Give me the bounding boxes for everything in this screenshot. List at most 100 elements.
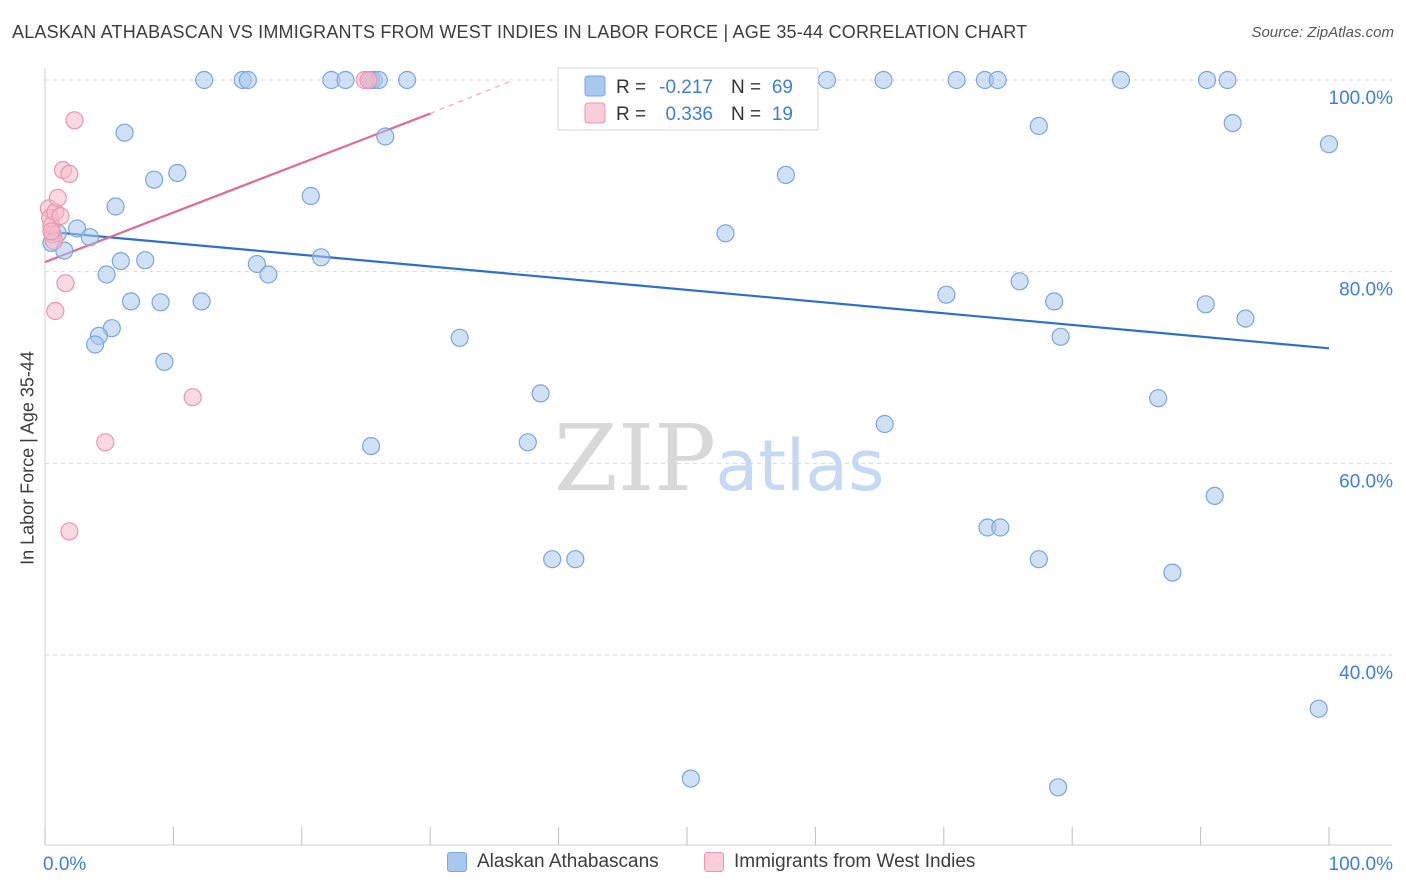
grid-lines	[45, 79, 1392, 656]
point-west-indies-9	[56, 274, 75, 293]
point-west-indies-15	[183, 388, 202, 407]
y-tick-label-40: 40.0%	[1339, 663, 1393, 684]
point-athabascan-52	[1010, 272, 1029, 291]
point-athabascan-27	[336, 70, 355, 90]
stats-r-value-pink: 0.336	[665, 104, 713, 125]
point-athabascan-38	[543, 550, 562, 569]
point-west-indies-10	[60, 164, 79, 183]
point-athabascan-43	[817, 70, 837, 90]
stats-r-label-pink: R =	[616, 104, 646, 125]
point-west-indies-18	[42, 222, 61, 241]
point-athabascan-62	[1197, 70, 1217, 90]
point-athabascan-65	[1223, 113, 1242, 133]
y-tick-label-60: 60.0%	[1339, 471, 1393, 492]
y-tick-label-100: 100.0%	[1329, 88, 1394, 109]
stats-r-label-blue: R =	[616, 77, 646, 98]
point-athabascan-5	[97, 265, 116, 284]
legend-item-west-indies[interactable]: Immigrants from West Indies	[704, 851, 975, 873]
chart-title: ALASKAN ATHABASCAN VS IMMIGRANTS FROM WE…	[12, 22, 1028, 42]
stats-swatch-pink	[584, 102, 606, 124]
stats-legend: R = -0.217 N = 69 R = 0.336 N = 19	[557, 67, 819, 131]
point-athabascan-54	[1029, 550, 1048, 569]
point-athabascan-46	[937, 285, 956, 304]
point-athabascan-22	[247, 254, 266, 274]
legend-swatch-pink	[704, 852, 724, 872]
point-athabascan-42	[776, 165, 796, 184]
point-athabascan-57	[1051, 327, 1070, 346]
source-label: Source: ZipAtlas.com	[1251, 24, 1394, 41]
axes	[44, 68, 1392, 846]
point-athabascan-39	[566, 550, 585, 569]
trend-line-west-indies	[44, 112, 431, 264]
point-athabascan-36	[531, 384, 550, 403]
point-athabascan-4	[80, 228, 100, 247]
point-athabascan-14	[145, 170, 164, 189]
y-tick-label-80: 80.0%	[1339, 280, 1393, 301]
stats-r-value-blue: -0.217	[659, 77, 713, 98]
point-athabascan-25	[312, 248, 331, 267]
point-west-indies-6	[48, 188, 67, 207]
point-athabascan-50	[988, 70, 1007, 90]
point-athabascan-13	[121, 292, 141, 311]
point-athabascan-9	[106, 197, 125, 216]
point-athabascan-17	[168, 163, 187, 183]
point-west-indies-17	[359, 70, 378, 90]
point-athabascan-59	[1149, 389, 1168, 408]
point-west-indies-14	[96, 433, 115, 452]
point-athabascan-18	[192, 292, 211, 311]
point-athabascan-53	[1029, 116, 1048, 136]
stats-swatch-blue	[584, 75, 606, 97]
legend-swatch-blue	[447, 852, 467, 872]
watermark-atlas: atlas	[715, 425, 884, 507]
point-west-indies-11	[65, 111, 84, 130]
point-athabascan-10	[115, 123, 134, 142]
point-west-indies-7	[51, 207, 70, 226]
point-athabascan-67	[1309, 699, 1328, 718]
point-athabascan-64	[1218, 70, 1237, 90]
legend-label-athabascans: Alaskan Athabascans	[477, 851, 659, 872]
point-athabascan-19	[195, 70, 214, 90]
bottom-legend: Alaskan Athabascans Immigrants from West…	[0, 851, 1406, 879]
x-tick-label-0: 0.0%	[43, 854, 86, 875]
trend-lines	[44, 79, 1330, 350]
point-athabascan-44	[874, 70, 893, 90]
point-athabascan-33	[376, 127, 395, 146]
point-athabascan-3	[67, 219, 87, 238]
point-athabascan-47	[947, 70, 966, 90]
point-athabascan-16	[155, 352, 174, 371]
point-athabascan-34	[398, 70, 417, 90]
point-athabascan-55	[1045, 292, 1064, 311]
legend-label-west-indies: Immigrants from West Indies	[734, 851, 976, 872]
point-athabascan-40	[681, 769, 701, 788]
point-athabascan-63	[1205, 486, 1224, 505]
point-athabascan-58	[1111, 70, 1131, 90]
point-athabascan-45	[875, 414, 894, 434]
stats-n-value-pink: 19	[772, 104, 793, 125]
x-tick-label-100: 100.0%	[1329, 854, 1394, 875]
point-athabascan-51	[991, 518, 1010, 537]
stats-n-label-pink: N =	[731, 104, 761, 125]
point-athabascan-21	[238, 70, 257, 90]
stats-n-label-blue: N =	[731, 77, 761, 98]
point-athabascan-66	[1236, 309, 1255, 328]
point-athabascan-68	[1319, 135, 1339, 154]
trend-line-west-indies-extension	[429, 79, 514, 115]
point-athabascan-32	[362, 437, 381, 456]
point-athabascan-23	[259, 265, 278, 284]
point-athabascan-11	[111, 252, 130, 271]
point-athabascan-15	[151, 293, 170, 312]
point-athabascan-35	[450, 328, 469, 347]
point-west-indies-13	[60, 522, 79, 541]
point-athabascan-61	[1196, 295, 1215, 314]
point-west-indies-12	[46, 301, 65, 321]
legend-item-athabascans[interactable]: Alaskan Athabascans	[447, 851, 659, 873]
point-athabascan-12	[136, 251, 155, 270]
point-athabascan-41	[716, 224, 735, 243]
trend-line-athabascans	[44, 230, 1330, 350]
point-athabascan-8	[85, 335, 105, 354]
watermark: ZIP atlas	[554, 405, 885, 512]
stats-n-value-blue: 69	[772, 77, 793, 98]
point-athabascan-24	[301, 186, 320, 206]
point-athabascan-60	[1163, 563, 1182, 582]
